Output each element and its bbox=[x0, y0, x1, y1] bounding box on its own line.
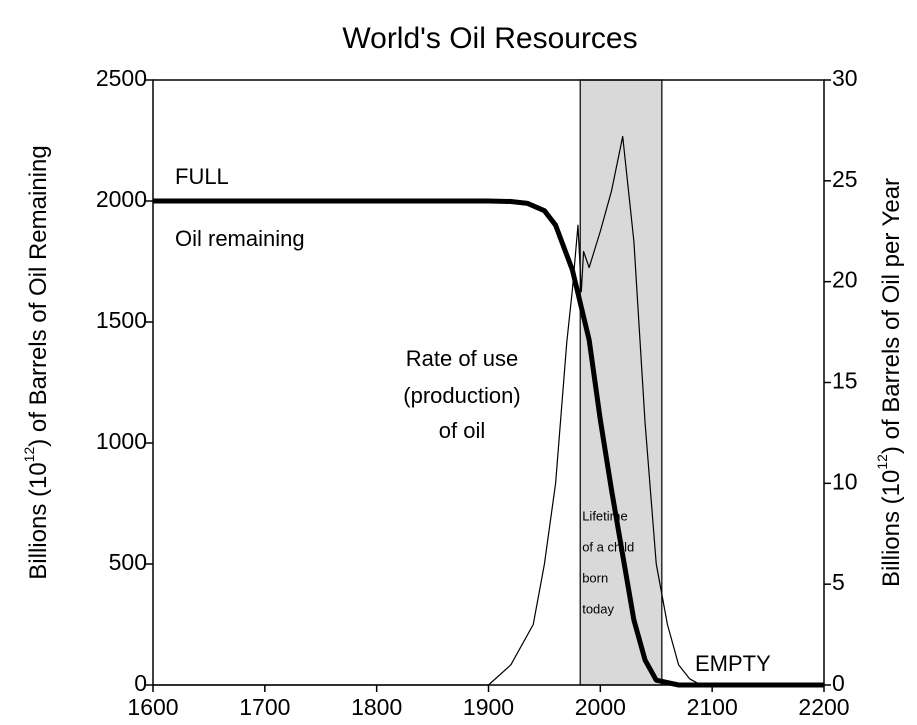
annotation: EMPTY bbox=[695, 651, 771, 676]
y-tick-label: 1500 bbox=[96, 307, 147, 333]
annotation: of oil bbox=[439, 418, 485, 443]
axis-label: Billions (1012) of Barrels of Oil per Ye… bbox=[874, 178, 906, 587]
y2-tick-label: 0 bbox=[832, 670, 845, 696]
y2-tick-label: 5 bbox=[832, 569, 845, 595]
y-tick-label: 0 bbox=[134, 670, 147, 696]
band-label: born bbox=[582, 570, 608, 585]
axis-label-part: ) of Barrels of Oil Remaining bbox=[25, 145, 52, 446]
x-tick-label: 2000 bbox=[575, 694, 626, 720]
lifetime-band bbox=[579, 79, 663, 686]
band-label: today bbox=[582, 601, 614, 616]
y-tick-label: 2000 bbox=[96, 186, 147, 212]
y2-tick-label: 15 bbox=[832, 368, 858, 394]
band-label: of a child bbox=[582, 539, 634, 554]
annotation: FULL bbox=[175, 164, 229, 189]
axis-label-part: ) of Barrels of Oil per Year bbox=[878, 178, 905, 454]
annotation: Oil remaining bbox=[175, 226, 305, 251]
annotation: Rate of use bbox=[406, 346, 519, 371]
series-line bbox=[153, 198, 824, 688]
band-label: Lifetime bbox=[582, 508, 628, 523]
y-tick-label: 500 bbox=[109, 549, 147, 575]
x-tick-label: 1700 bbox=[239, 694, 290, 720]
y-tick-label: 2500 bbox=[96, 65, 147, 91]
axis-label-sup: 12 bbox=[21, 447, 37, 463]
x-tick-label: 2100 bbox=[687, 694, 738, 720]
axis-label-part: Billions (10 bbox=[25, 462, 52, 579]
y2-tick-label: 30 bbox=[832, 65, 858, 91]
axis-label-sup: 12 bbox=[874, 454, 890, 470]
y2-tick-label: 25 bbox=[832, 166, 858, 192]
x-tick-label: 1600 bbox=[127, 694, 178, 720]
y-tick-label: 1000 bbox=[96, 428, 147, 454]
annotation: (production) bbox=[403, 383, 520, 408]
x-tick-label: 1900 bbox=[463, 694, 514, 720]
axis-label: Billions (1012) of Barrels of Oil Remain… bbox=[21, 145, 53, 579]
axis-label-part: Billions (10 bbox=[878, 470, 905, 587]
y2-tick-label: 10 bbox=[832, 468, 858, 494]
chart-title: World's Oil Resources bbox=[342, 22, 637, 55]
x-tick-label: 1800 bbox=[351, 694, 402, 720]
x-tick-label: 2200 bbox=[798, 694, 849, 720]
y2-tick-label: 20 bbox=[832, 267, 858, 293]
series-line bbox=[153, 135, 824, 686]
